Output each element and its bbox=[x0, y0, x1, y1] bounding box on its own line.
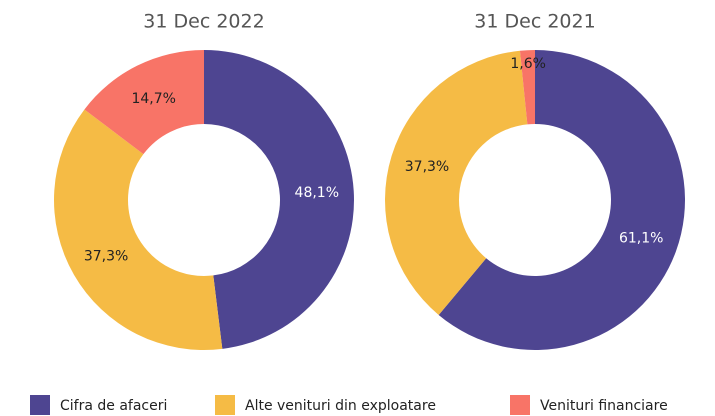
data-label: 61,1% bbox=[619, 231, 663, 247]
chart-title: 31 Dec 2022 bbox=[143, 11, 264, 33]
data-label: 37,3% bbox=[405, 159, 449, 175]
legend-label: Alte venituri din exploatare bbox=[245, 398, 436, 414]
legend-swatch bbox=[30, 395, 50, 415]
legend-label: Cifra de afaceri bbox=[60, 398, 167, 414]
chart-title: 31 Dec 2021 bbox=[474, 11, 595, 33]
donut-slice bbox=[84, 50, 204, 155]
data-label: 37,3% bbox=[84, 248, 128, 264]
donut-slice bbox=[438, 50, 685, 350]
legend-label: Venituri financiare bbox=[540, 398, 668, 414]
donut-slice bbox=[204, 50, 355, 349]
legend-swatch bbox=[510, 395, 530, 415]
data-label: 14,7% bbox=[131, 91, 175, 107]
donut-slice bbox=[53, 109, 223, 350]
donut-slice bbox=[385, 50, 528, 315]
data-label: 1,6% bbox=[510, 56, 546, 72]
data-label: 48,1% bbox=[295, 185, 339, 201]
legend-swatch bbox=[215, 395, 235, 415]
donut-slice bbox=[519, 50, 535, 125]
